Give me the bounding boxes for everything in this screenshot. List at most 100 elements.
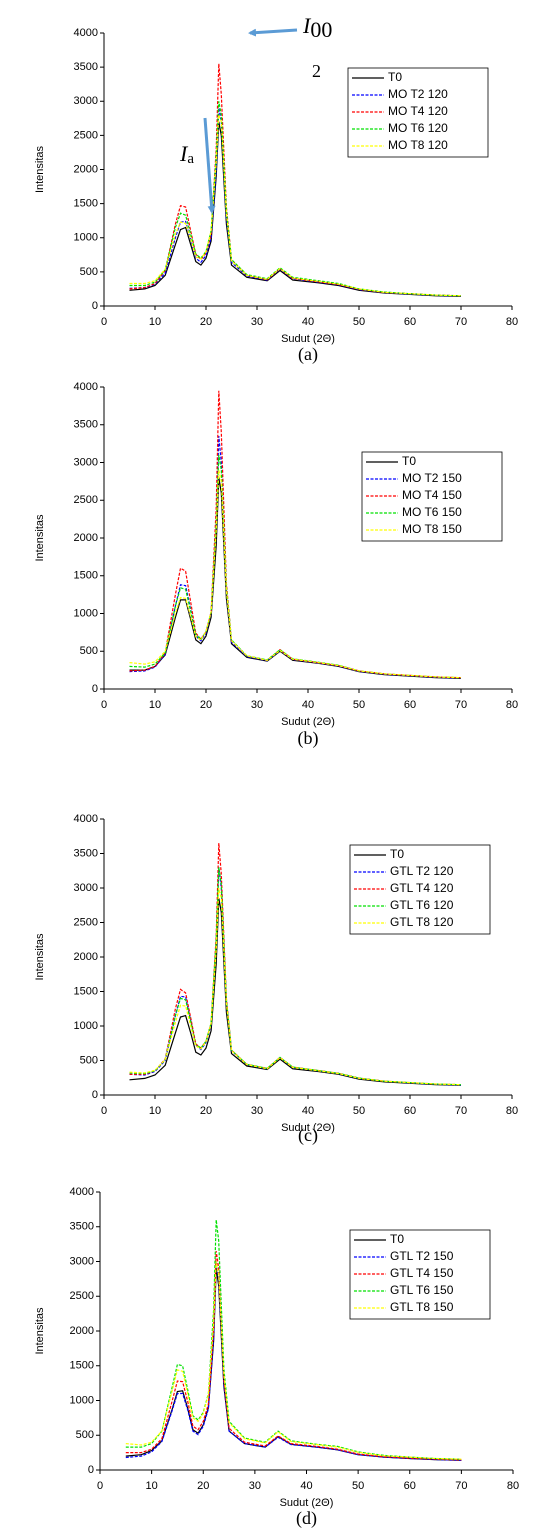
y-axis-label: Intensitas (34, 933, 46, 981)
caption: (a) (298, 344, 318, 365)
x-tick-label: 70 (455, 699, 467, 711)
x-tick-label: 0 (101, 316, 107, 328)
x-tick-label: 10 (149, 316, 161, 328)
y-tick-label: 1500 (70, 1360, 94, 1372)
x-tick-label: 70 (455, 1105, 467, 1117)
x-tick-label: 80 (506, 316, 518, 328)
x-tick-label: 80 (507, 1480, 519, 1492)
legend-label: T0 (402, 454, 416, 468)
x-tick-label: 30 (251, 316, 263, 328)
x-tick-label: 40 (302, 316, 314, 328)
annotation-arrow (203, 117, 216, 214)
annotation-arrow (248, 28, 298, 37)
legend-label: MO T8 150 (402, 522, 462, 536)
y-tick-label: 0 (88, 1464, 94, 1476)
legend-label: GTL T8 120 (390, 915, 454, 929)
legend-label: MO T6 120 (388, 121, 448, 135)
x-tick-label: 60 (404, 1480, 416, 1492)
series-line (129, 63, 462, 297)
series-line (129, 867, 462, 1086)
annotation: Ia (179, 141, 194, 167)
y-tick-label: 3000 (74, 456, 98, 468)
y-tick-label: 3500 (70, 1221, 94, 1233)
series-line (129, 898, 462, 1086)
x-tick-label: 50 (352, 1480, 364, 1492)
legend-label: MO T4 120 (388, 104, 448, 118)
y-tick-label: 2500 (74, 916, 98, 928)
y-tick-label: 500 (80, 266, 98, 278)
legend-label: MO T6 150 (402, 505, 462, 519)
legend-label: GTL T4 120 (390, 881, 454, 895)
series-line (129, 121, 462, 297)
annotation-main: I (302, 13, 312, 38)
legend-label: GTL T4 150 (390, 1266, 454, 1280)
x-tick-label: 0 (101, 1105, 107, 1117)
x-tick-label: 30 (251, 699, 263, 711)
annotation: I00 (302, 13, 332, 42)
legend-label: GTL T2 120 (390, 864, 454, 878)
series-line (129, 469, 462, 679)
series-line (129, 843, 462, 1086)
x-tick-label: 40 (302, 699, 314, 711)
x-tick-label: 10 (149, 699, 161, 711)
y-tick-label: 4000 (74, 381, 98, 393)
y-tick-label: 1000 (70, 1394, 94, 1406)
x-tick-label: 80 (506, 699, 518, 711)
y-tick-label: 0 (92, 1089, 98, 1101)
x-tick-label: 10 (146, 1480, 158, 1492)
y-tick-label: 0 (92, 300, 98, 312)
y-tick-label: 500 (80, 1054, 98, 1066)
legend-label: MO T8 120 (388, 138, 448, 152)
x-axis-label: Sudut (2Θ) (281, 333, 335, 345)
y-tick-label: 3500 (74, 847, 98, 859)
x-tick-label: 50 (353, 1105, 365, 1117)
y-tick-label: 500 (76, 1429, 94, 1441)
y-tick-label: 2000 (70, 1325, 94, 1337)
caption: (b) (298, 728, 319, 749)
y-tick-label: 2500 (70, 1290, 94, 1302)
x-tick-label: 20 (200, 1105, 212, 1117)
series-line (129, 101, 462, 297)
y-tick-label: 3000 (74, 882, 98, 894)
x-tick-label: 30 (249, 1480, 261, 1492)
y-tick-label: 0 (92, 683, 98, 695)
legend-label: T0 (390, 1232, 404, 1246)
x-tick-label: 0 (97, 1480, 103, 1492)
y-axis-label: Intensitas (34, 145, 46, 193)
y-tick-label: 2000 (74, 163, 98, 175)
series-line (125, 1261, 462, 1460)
x-tick-label: 70 (455, 316, 467, 328)
y-tick-label: 4000 (74, 813, 98, 825)
y-tick-label: 1500 (74, 198, 98, 210)
x-axis-label: Sudut (2Θ) (281, 1122, 335, 1134)
series-line (129, 887, 462, 1086)
y-tick-label: 500 (80, 645, 98, 657)
y-tick-label: 1000 (74, 232, 98, 244)
x-tick-label: 40 (302, 1105, 314, 1117)
legend-label: MO T2 120 (388, 87, 448, 101)
y-tick-label: 2500 (74, 494, 98, 506)
legend-label: GTL T6 120 (390, 898, 454, 912)
y-tick-label: 1000 (74, 607, 98, 619)
annotation-sub: a (187, 151, 194, 167)
y-tick-label: 4000 (74, 27, 98, 39)
x-tick-label: 60 (404, 316, 416, 328)
legend-label: MO T2 150 (402, 471, 462, 485)
legend-label: MO T4 150 (402, 488, 462, 502)
y-tick-label: 3000 (70, 1255, 94, 1267)
y-axis-label: Intensitas (34, 514, 46, 562)
annotation-sub: 00 (310, 17, 332, 42)
x-tick-label: 30 (251, 1105, 263, 1117)
y-tick-label: 3000 (74, 95, 98, 107)
x-tick-label: 20 (200, 316, 212, 328)
caption: (d) (296, 1508, 317, 1529)
y-tick-label: 1500 (74, 985, 98, 997)
y-tick-label: 3500 (74, 61, 98, 73)
y-tick-label: 4000 (70, 1186, 94, 1198)
y-tick-label: 1500 (74, 570, 98, 582)
legend-label: GTL T2 150 (390, 1249, 454, 1263)
legend-label: GTL T6 150 (390, 1283, 454, 1297)
